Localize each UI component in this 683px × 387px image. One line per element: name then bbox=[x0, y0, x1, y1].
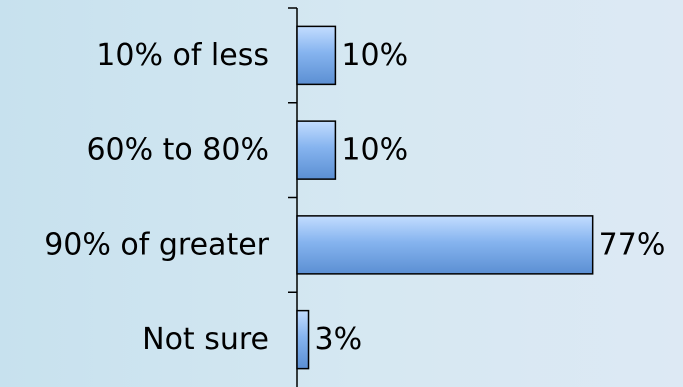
bars bbox=[296, 25, 594, 370]
data-label: 77% bbox=[599, 227, 666, 262]
category-label: 90% of greater bbox=[44, 227, 269, 262]
bar bbox=[296, 25, 337, 86]
category-axis bbox=[288, 7, 298, 387]
category-label: 60% to 80% bbox=[86, 133, 269, 168]
bar bbox=[296, 215, 594, 275]
category-label: Not sure bbox=[142, 322, 269, 357]
category-label: 10% of less bbox=[96, 38, 269, 73]
data-label: 10% bbox=[341, 133, 408, 168]
bar bbox=[296, 120, 337, 180]
data-label: 3% bbox=[315, 322, 363, 357]
bar bbox=[296, 309, 310, 370]
labels: 10% of less 10% 60% to 80% 10% 90% of greate… bbox=[44, 38, 665, 357]
data-label: 10% bbox=[341, 38, 408, 73]
